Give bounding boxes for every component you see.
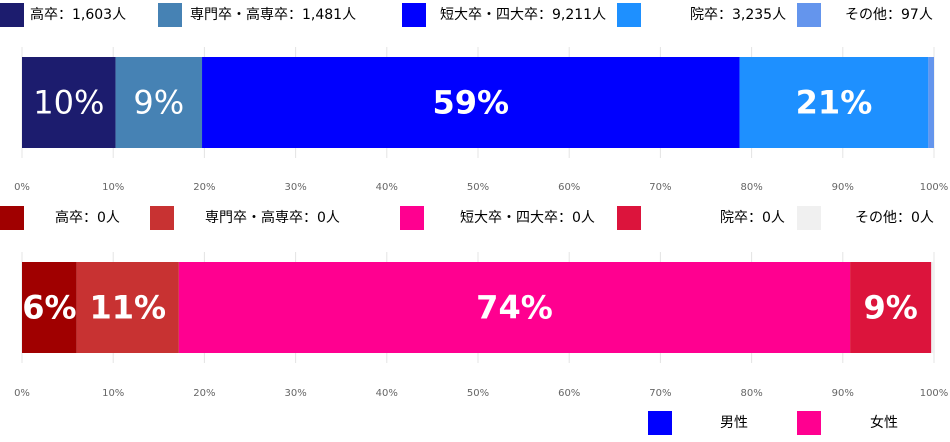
x-tick-label: 20%	[193, 182, 215, 193]
legend-label: 短大卒・四大卒：9,211人	[440, 7, 606, 23]
x-tick-label: 90%	[832, 182, 854, 193]
x-tick-label: 80%	[740, 182, 762, 193]
x-tick-label: 60%	[558, 182, 580, 193]
legend-label: 専門卒・高専卒：1,481人	[190, 6, 356, 23]
x-tick-label: 70%	[649, 182, 671, 193]
legend-label: その他：0人	[855, 210, 934, 226]
x-tick-label: 50%	[467, 182, 489, 193]
legend-label: 女性	[870, 414, 898, 431]
legend-swatch	[0, 206, 24, 230]
legend-swatch	[150, 206, 174, 230]
data-label: 9%	[864, 289, 918, 327]
bar-segment	[202, 57, 740, 148]
bar-segment	[928, 57, 934, 148]
x-tick-label: 30%	[284, 182, 306, 193]
x-tick-label: 80%	[740, 388, 762, 399]
x-tick-label: 30%	[284, 388, 306, 399]
legend-swatch	[402, 3, 426, 27]
legend-label: 男性	[720, 415, 748, 431]
legend-label: 院卒：0人	[720, 210, 785, 226]
legend-swatch	[797, 206, 821, 230]
legend-swatch	[617, 206, 641, 230]
legend-label: 高卒：0人	[55, 209, 120, 226]
bar-segment	[22, 57, 116, 148]
bar-segment	[115, 57, 203, 148]
data-label: 59%	[432, 84, 509, 122]
legend-swatch	[0, 3, 24, 27]
x-tick-label: 0%	[14, 182, 30, 193]
bar-segment	[739, 57, 929, 148]
bar-segment	[76, 262, 179, 353]
x-tick-label: 70%	[649, 388, 671, 399]
data-label: 21%	[796, 84, 873, 122]
legend-label: 短大卒・四大卒：0人	[460, 210, 595, 226]
bar-segment	[22, 262, 77, 353]
bar-segment	[178, 262, 851, 353]
legend-swatch	[797, 3, 821, 27]
x-tick-label: 50%	[467, 388, 489, 399]
legend-swatch	[617, 3, 641, 27]
x-tick-label: 100%	[920, 182, 949, 193]
data-label: 9%	[133, 84, 184, 122]
bar-segment	[850, 262, 932, 353]
data-label: 74%	[476, 289, 553, 327]
data-label: 6%	[22, 289, 76, 327]
x-tick-label: 40%	[376, 388, 398, 399]
legend-swatch	[648, 411, 672, 435]
legend-label: 専門卒・高専卒：0人	[205, 209, 340, 226]
x-tick-label: 100%	[920, 388, 949, 399]
x-tick-label: 20%	[193, 388, 215, 399]
x-tick-label: 60%	[558, 388, 580, 399]
x-tick-label: 40%	[376, 182, 398, 193]
bar-segment	[931, 262, 934, 353]
x-tick-label: 10%	[102, 182, 124, 193]
x-tick-label: 90%	[832, 388, 854, 399]
legend-swatch	[158, 3, 182, 27]
data-label: 10%	[33, 84, 104, 122]
legend-label: その他：97人	[845, 7, 933, 23]
legend-swatch	[797, 411, 821, 435]
legend-swatch	[400, 206, 424, 230]
data-label: 11%	[89, 289, 166, 327]
legend-label: 院卒：3,235人	[690, 7, 786, 23]
x-tick-label: 0%	[14, 388, 30, 399]
x-tick-label: 10%	[102, 388, 124, 399]
legend-label: 高卒：1,603人	[30, 6, 126, 23]
